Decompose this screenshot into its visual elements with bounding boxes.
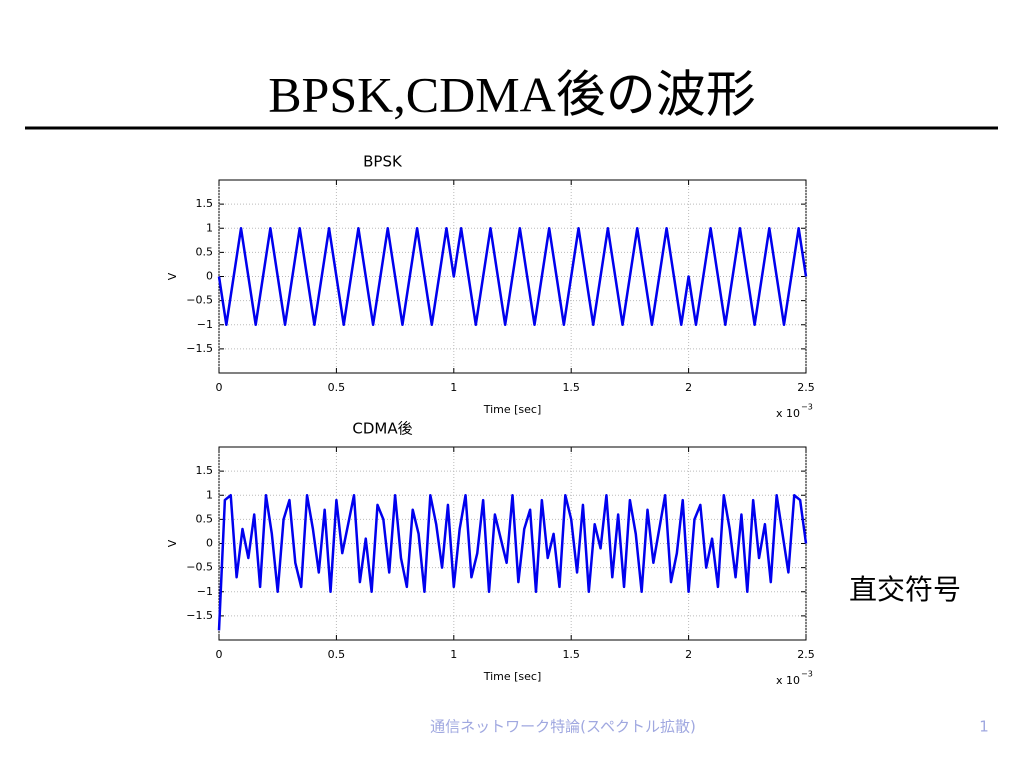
x-tick-label: 2 — [685, 648, 692, 661]
y-tick-label: 0.5 — [196, 245, 214, 258]
x-tick-label: 0 — [216, 648, 223, 661]
chart-title: CDMA後 — [352, 420, 412, 438]
y-tick-label: 1 — [206, 221, 213, 234]
y-axis-label: V — [166, 539, 179, 547]
x-tick-label: 0.5 — [328, 648, 346, 661]
side-label: 直交符号 — [849, 573, 961, 606]
line-series — [217, 494, 808, 631]
y-tick-label: 1.5 — [196, 197, 214, 210]
y-tick-label: 0.5 — [196, 512, 214, 525]
x-tick-label: 2.5 — [797, 648, 815, 661]
x-tick-label: 0.5 — [328, 381, 346, 394]
x-multiplier: x 10 — [776, 674, 800, 687]
slide-title: BPSK,CDMA後の波形 — [268, 66, 756, 122]
y-tick-label: −1 — [197, 318, 213, 331]
y-tick-label: −1 — [197, 585, 213, 598]
x-multiplier: x 10 — [776, 407, 800, 420]
y-tick-label: −1.5 — [186, 342, 213, 355]
x-tick-label: 0 — [216, 381, 223, 394]
chart-title: BPSK — [363, 153, 403, 171]
y-axis-label: V — [166, 272, 179, 280]
y-tick-label: 0 — [206, 537, 213, 550]
x-axis-label: Time [sec] — [483, 403, 542, 416]
x-exponent: −3 — [801, 670, 813, 679]
y-tick-label: −0.5 — [186, 561, 213, 574]
y-tick-label: −0.5 — [186, 294, 213, 307]
x-tick-label: 1.5 — [562, 381, 580, 394]
footer: 通信ネットワーク特論(スペクトル拡散) — [430, 718, 696, 736]
y-tick-label: 0 — [206, 270, 213, 283]
x-axis-label: Time [sec] — [483, 670, 542, 683]
y-tick-label: 1.5 — [196, 464, 214, 477]
x-tick-label: 1 — [450, 648, 457, 661]
y-tick-label: 1 — [206, 488, 213, 501]
page-number: 1 — [979, 718, 989, 736]
x-tick-label: 2.5 — [797, 381, 815, 394]
x-tick-label: 1 — [450, 381, 457, 394]
x-tick-label: 2 — [685, 381, 692, 394]
y-tick-label: −1.5 — [186, 609, 213, 622]
line-series — [217, 227, 808, 326]
x-tick-label: 1.5 — [562, 648, 580, 661]
x-exponent: −3 — [801, 403, 813, 412]
